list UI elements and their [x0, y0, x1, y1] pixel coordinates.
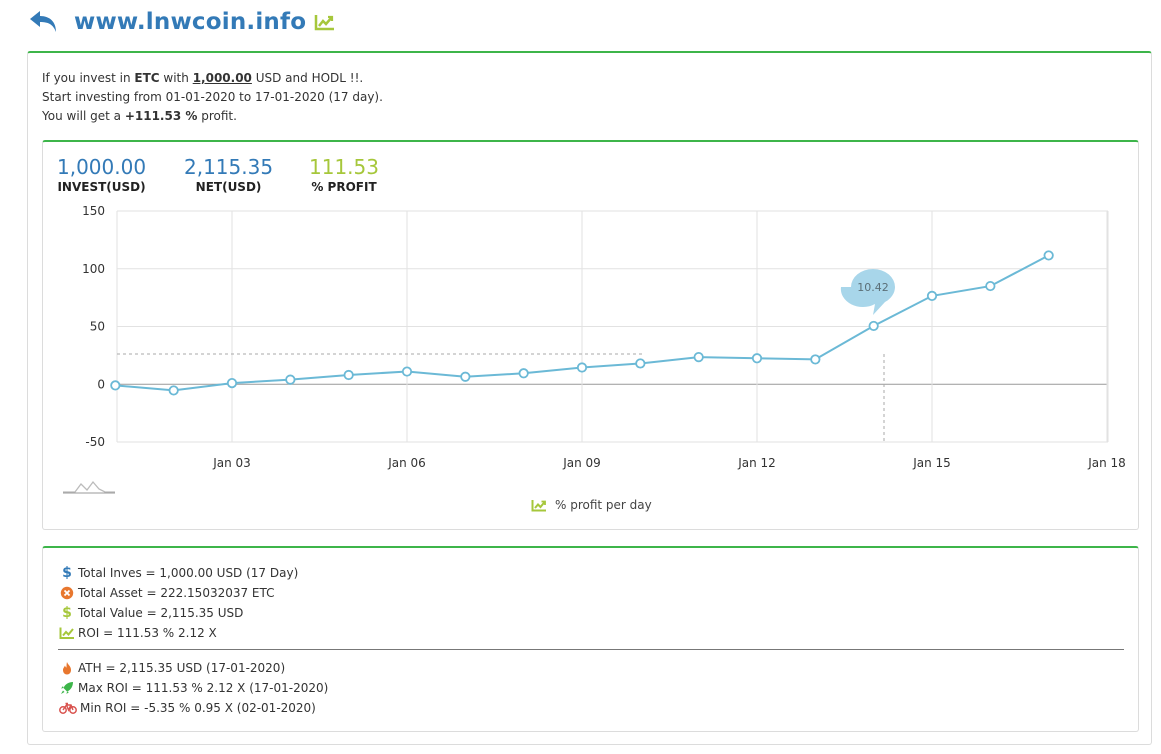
total-value-row: $ Total Value = 2,115.35 USD: [59, 603, 243, 623]
data-point[interactable]: [518, 368, 529, 379]
data-point[interactable]: [401, 366, 413, 377]
summary-card: $ Total Inves = 1,000.00 USD (17 Day) To…: [42, 546, 1139, 732]
invest-label: INVEST(USD): [57, 180, 146, 194]
profit-line-chart[interactable]: 150 100 50 0 -50 Jan 03 Jan 06 Jan 09 Jan 12 Jan …: [43, 142, 1138, 482]
stat-profit: 111.53 % PROFIT: [309, 156, 379, 194]
data-point[interactable]: [1043, 250, 1054, 261]
tooltip-bubble: [840, 269, 895, 315]
data-point[interactable]: [985, 280, 996, 292]
line-chart-icon: [531, 499, 546, 511]
y-tick-label: 150: [82, 204, 105, 218]
data-point[interactable]: [285, 374, 296, 385]
y-tick-label: 50: [90, 320, 105, 334]
max-roi-row: Max ROI = 111.53 % 2.12 X (17-01-2020): [59, 678, 328, 698]
y-tick-label: -50: [85, 435, 105, 449]
tooltip-value: 10.42: [857, 281, 889, 294]
chart-legend-item[interactable]: % profit per day: [531, 498, 652, 512]
x-tick-label: Jan 12: [737, 456, 776, 470]
dollar-icon: $: [62, 605, 72, 621]
data-point[interactable]: [693, 352, 704, 363]
coin-x-icon: [60, 586, 74, 600]
data-point[interactable]: [110, 380, 121, 391]
chart-card: 1,000.00 INVEST(USD) 2,115.35 NET(USD) 1…: [42, 140, 1139, 530]
total-asset-row: Total Asset = 222.15032037 ETC: [59, 583, 275, 603]
data-point[interactable]: [926, 290, 938, 301]
min-roi-row: Min ROI = -5.35 % 0.95 X (02-01-2020): [59, 698, 316, 718]
line-chart-icon: [314, 15, 335, 31]
header: www.lnwcoin.info: [28, 4, 336, 40]
line-chart-icon: [59, 627, 74, 639]
x-tick-label: Jan 06: [387, 456, 426, 470]
data-point[interactable]: [460, 371, 471, 382]
fire-icon: [63, 662, 71, 675]
data-point[interactable]: [168, 385, 179, 396]
data-point[interactable]: [576, 362, 588, 373]
result-panel: If you invest in ETC with 1,000.00 USD a…: [27, 51, 1152, 745]
ath-row: ATH = 2,115.35 USD (17-01-2020): [59, 658, 285, 678]
stat-invest: 1,000.00 INVEST(USD): [57, 156, 146, 194]
total-invest-row: $ Total Inves = 1,000.00 USD (17 Day): [59, 563, 298, 583]
data-point[interactable]: [810, 354, 821, 365]
profit-percent: +111.53 %: [124, 109, 198, 123]
profit-value: 111.53: [309, 155, 379, 179]
data-point[interactable]: [635, 358, 646, 369]
profit-label: % PROFIT: [311, 180, 377, 194]
bicycle-icon: [59, 702, 77, 714]
coin-symbol: ETC: [134, 71, 160, 85]
stat-net: 2,115.35 NET(USD): [184, 156, 273, 194]
x-tick-label: Jan 09: [562, 456, 601, 470]
roi-row: ROI = 111.53 % 2.12 X: [59, 623, 217, 643]
y-tick-label: 0: [97, 377, 105, 391]
date-range-text: Start investing from 01-01-2020 to 17-01…: [42, 90, 383, 104]
rocket-icon: [61, 682, 73, 694]
invest-value: 1,000.00: [57, 155, 147, 179]
chart-range-navigator-icon[interactable]: [61, 476, 117, 494]
x-tick-label: Jan 15: [912, 456, 951, 470]
y-tick-label: 100: [82, 262, 105, 276]
site-title-link[interactable]: www.lnwcoin.info: [74, 9, 307, 35]
summary-divider: [58, 649, 1124, 650]
data-point[interactable]: [751, 353, 763, 364]
back-arrow-icon[interactable]: [28, 8, 60, 36]
dollar-icon: $: [62, 565, 72, 581]
x-tick-label: Jan 03: [212, 456, 251, 470]
x-tick-label: Jan 18: [1087, 456, 1126, 470]
legend-label: % profit per day: [555, 498, 652, 512]
net-value: 2,115.35: [184, 155, 274, 179]
net-label: NET(USD): [195, 180, 262, 194]
data-point[interactable]: [868, 320, 879, 332]
data-point[interactable]: [343, 369, 354, 381]
invest-amount: 1,000.00: [192, 71, 252, 85]
intro-text: If you invest in ETC with 1,000.00 USD a…: [42, 71, 383, 123]
data-point[interactable]: [226, 377, 238, 389]
